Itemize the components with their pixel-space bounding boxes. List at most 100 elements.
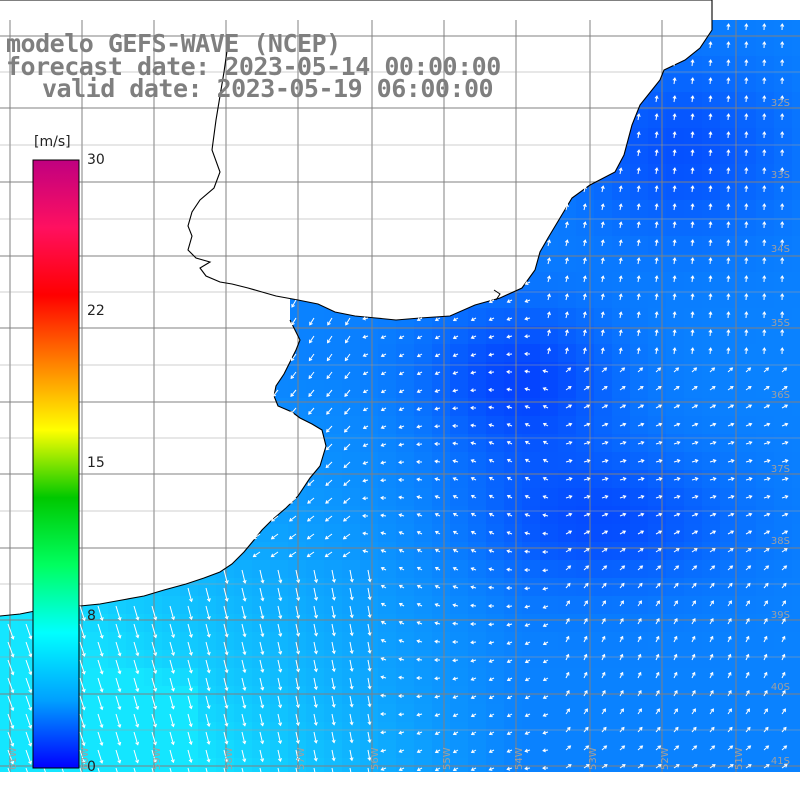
field-cell bbox=[540, 722, 559, 741]
field-cell bbox=[306, 668, 325, 687]
wind-arrow-head bbox=[568, 477, 573, 481]
field-cell bbox=[414, 650, 433, 669]
wind-arrow bbox=[524, 387, 531, 392]
wind-arrow-shaft bbox=[259, 659, 264, 673]
field-cell bbox=[468, 740, 487, 759]
wind-arrow-head bbox=[639, 548, 644, 552]
wind-arrow-shaft bbox=[619, 404, 626, 409]
field-cell bbox=[144, 740, 163, 759]
wind-arrow-shaft bbox=[691, 404, 698, 409]
field-cell bbox=[432, 434, 451, 453]
field-cell bbox=[738, 308, 757, 327]
field-cell bbox=[396, 560, 415, 579]
wind-arrow-head bbox=[380, 620, 385, 625]
wind-arrow-shaft bbox=[583, 312, 586, 319]
field-cell bbox=[468, 596, 487, 615]
wind-arrow bbox=[763, 617, 768, 625]
wind-arrow-head bbox=[153, 705, 158, 710]
field-cell bbox=[126, 722, 145, 741]
field-cell bbox=[558, 254, 577, 273]
field-cell bbox=[756, 326, 775, 345]
field-cell bbox=[504, 362, 523, 381]
wind-arrow bbox=[470, 530, 477, 535]
wind-arrow bbox=[295, 641, 301, 655]
wind-arrow-head bbox=[342, 553, 347, 558]
wind-arrow-shaft bbox=[331, 623, 335, 636]
wind-arrow-shaft bbox=[709, 311, 712, 319]
field-cell bbox=[288, 506, 307, 525]
wind-arrow-head bbox=[398, 460, 402, 465]
wind-arrow bbox=[601, 367, 608, 373]
wind-arrow-head bbox=[362, 389, 367, 394]
wind-arrow-shaft bbox=[583, 386, 590, 391]
wind-arrow bbox=[524, 731, 531, 735]
wind-arrow-shaft bbox=[25, 641, 32, 657]
wind-arrow bbox=[565, 512, 573, 517]
wind-arrow bbox=[655, 440, 663, 445]
wind-arrow bbox=[488, 441, 495, 445]
wind-arrow-head bbox=[452, 335, 457, 340]
wind-arrow bbox=[97, 713, 104, 729]
field-cell bbox=[126, 704, 145, 723]
wind-arrow bbox=[709, 708, 714, 715]
field-cell bbox=[540, 614, 559, 633]
wind-arrow bbox=[326, 389, 333, 397]
wind-arrow bbox=[546, 257, 551, 265]
field-cell bbox=[648, 326, 667, 345]
wind-arrow bbox=[691, 600, 696, 607]
wind-arrow bbox=[79, 605, 86, 622]
wind-arrow-head bbox=[10, 760, 15, 765]
wind-arrow bbox=[637, 477, 645, 481]
wind-arrow bbox=[470, 317, 477, 322]
wind-arrow bbox=[763, 386, 770, 391]
wind-arrow bbox=[277, 695, 283, 709]
wind-arrow-head bbox=[416, 731, 421, 735]
wind-arrow-head bbox=[434, 584, 439, 589]
wind-arrow-shaft bbox=[691, 203, 694, 211]
wind-arrow-head bbox=[604, 459, 609, 463]
wind-arrow-shaft bbox=[637, 672, 642, 679]
wind-arrow-head bbox=[542, 404, 547, 409]
field-cell bbox=[792, 416, 800, 435]
field-cell bbox=[414, 668, 433, 687]
wind-arrow-shaft bbox=[709, 636, 714, 643]
wind-arrow bbox=[259, 731, 265, 745]
field-cell bbox=[108, 758, 127, 777]
wind-arrow-head bbox=[748, 440, 753, 445]
field-cell bbox=[558, 632, 577, 651]
wind-arrow-shaft bbox=[619, 441, 626, 445]
field-cell bbox=[576, 290, 595, 309]
wind-arrow-head bbox=[171, 669, 175, 674]
wind-arrow-shaft bbox=[655, 583, 661, 589]
wind-arrow-shaft bbox=[547, 348, 550, 355]
field-cell bbox=[720, 38, 739, 57]
wind-arrow bbox=[542, 713, 549, 717]
wind-arrow-head bbox=[657, 367, 662, 372]
wind-arrow bbox=[452, 695, 459, 699]
wind-arrow bbox=[763, 440, 771, 445]
field-cell bbox=[414, 722, 433, 741]
wind-arrow bbox=[745, 494, 753, 499]
wind-arrow-head bbox=[744, 239, 749, 243]
wind-arrow-head bbox=[434, 424, 438, 429]
wind-arrow-head bbox=[564, 311, 569, 316]
wind-arrow-head bbox=[674, 726, 679, 731]
wind-arrow-shaft bbox=[601, 204, 604, 211]
wind-arrow bbox=[762, 347, 767, 355]
wind-arrow-shaft bbox=[169, 731, 174, 745]
wind-arrow bbox=[295, 677, 300, 691]
field-cell bbox=[18, 722, 37, 741]
wind-arrow-head bbox=[452, 695, 457, 699]
wind-arrow-head bbox=[452, 603, 457, 608]
field-cell bbox=[414, 596, 433, 615]
field-cell bbox=[576, 326, 595, 345]
wind-arrow bbox=[398, 639, 405, 643]
wind-arrow bbox=[542, 422, 549, 427]
wind-arrow bbox=[380, 675, 387, 680]
wind-arrow bbox=[745, 477, 753, 481]
wind-arrow-shaft bbox=[583, 654, 587, 661]
field-cell bbox=[630, 308, 649, 327]
field-cell bbox=[630, 218, 649, 237]
wind-arrow-head bbox=[637, 635, 642, 640]
wind-arrow-shaft bbox=[691, 59, 694, 67]
